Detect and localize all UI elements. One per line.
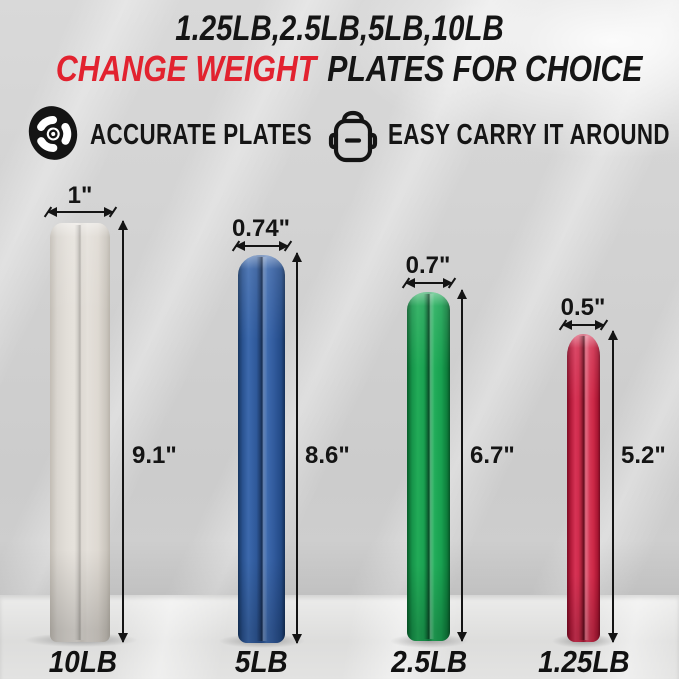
thickness-label-5lb: 0.74" xyxy=(231,215,291,242)
title-weights-text: 1.25LB,2.5LB,5LB,10LB xyxy=(175,9,504,48)
thickness-label-10lb: 1" xyxy=(67,182,93,209)
weight-name-2-5lb: 2.5LB xyxy=(391,644,467,679)
thickness-arrow-10lb xyxy=(43,206,118,218)
thickness-arrow-1-25lb xyxy=(558,319,609,331)
thickness-label-1-25lb: 0.5" xyxy=(560,294,606,321)
thickness-arrow-5lb xyxy=(231,240,293,252)
plate-10lb xyxy=(50,223,110,642)
height-label-2-5lb: 6.7" xyxy=(470,442,515,469)
plate-5lb xyxy=(238,255,285,643)
weight-name-1-25lb: 1.25LB xyxy=(538,644,630,679)
title-rest: PLATES FOR CHOICE xyxy=(327,47,643,89)
title-line1: 1.25LB,2.5LB,5LB,10LB xyxy=(0,10,679,48)
plate-1-25lb xyxy=(567,334,600,642)
plate-2-5lb xyxy=(407,292,450,641)
title-highlight: CHANGE WEIGHT xyxy=(55,47,317,89)
feature-label-carry: EASY CARRY IT AROUND xyxy=(388,119,670,151)
height-arrow-2-5lb xyxy=(457,289,467,642)
height-arrow-5lb xyxy=(292,252,302,644)
thickness-label-2-5lb: 0.7" xyxy=(405,252,451,279)
feature-label-accurate: ACCURATE PLATES xyxy=(90,119,313,151)
thickness-arrow-2-5lb xyxy=(401,277,457,289)
height-label-1-25lb: 5.2" xyxy=(621,442,666,469)
height-arrow-1-25lb xyxy=(608,330,618,643)
wall-shade xyxy=(0,540,679,596)
header: 1.25LB,2.5LB,5LB,10LB CHANGE WEIGHT PLATE… xyxy=(0,10,679,89)
weight-name-5lb: 5LB xyxy=(234,644,288,679)
height-label-10lb: 9.1" xyxy=(132,442,177,469)
backpack-icon xyxy=(328,110,378,169)
weight-plate-icon xyxy=(26,104,80,167)
height-label-5lb: 8.6" xyxy=(305,442,350,469)
height-arrow-10lb xyxy=(118,220,128,643)
weight-name-10lb: 10LB xyxy=(48,644,118,679)
floor xyxy=(0,595,679,679)
title-line2: CHANGE WEIGHT PLATES FOR CHOICE xyxy=(0,47,679,89)
